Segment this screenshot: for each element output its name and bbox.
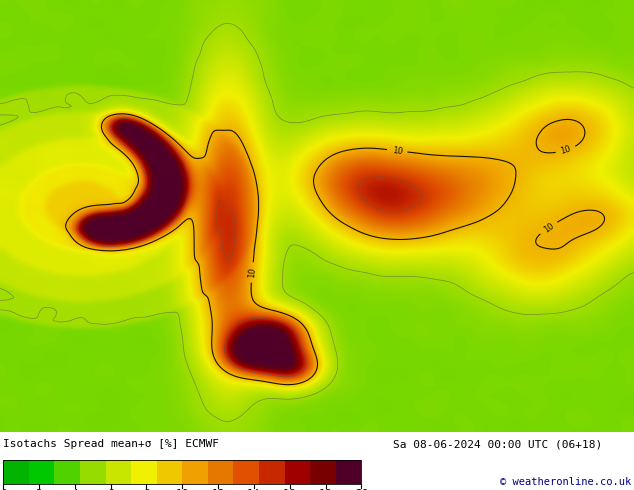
Text: 10: 10 (391, 146, 403, 156)
Bar (259, 460, 285, 484)
Bar (183, 460, 208, 484)
Text: Sa 08-06-2024 00:00 UTC (06+18): Sa 08-06-2024 00:00 UTC (06+18) (393, 439, 602, 449)
Text: 4: 4 (72, 489, 78, 490)
Bar (3, 460, 361, 484)
Text: 18: 18 (319, 489, 332, 490)
Bar (233, 460, 259, 484)
Text: 8: 8 (143, 489, 150, 490)
Bar (208, 460, 233, 484)
Text: 6: 6 (107, 489, 114, 490)
Bar (105, 460, 131, 484)
Bar (131, 460, 157, 484)
Text: 2: 2 (36, 489, 42, 490)
Text: 10: 10 (247, 267, 257, 278)
Text: 16: 16 (283, 489, 297, 490)
Bar (3, 460, 29, 484)
Bar (285, 460, 310, 484)
Bar (336, 460, 361, 484)
Text: 0: 0 (0, 489, 6, 490)
Text: 20: 20 (354, 489, 368, 490)
Bar (55, 460, 80, 484)
Text: 10: 10 (542, 221, 555, 235)
Text: 10: 10 (176, 489, 189, 490)
Text: 10: 10 (559, 144, 572, 156)
Bar (29, 460, 55, 484)
Text: 12: 12 (211, 489, 225, 490)
Bar (80, 460, 105, 484)
Text: © weatheronline.co.uk: © weatheronline.co.uk (500, 477, 631, 487)
Bar (310, 460, 336, 484)
Bar (157, 460, 183, 484)
Text: Isotachs Spread mean+σ [%] ECMWF: Isotachs Spread mean+σ [%] ECMWF (3, 439, 219, 449)
Text: 14: 14 (247, 489, 261, 490)
